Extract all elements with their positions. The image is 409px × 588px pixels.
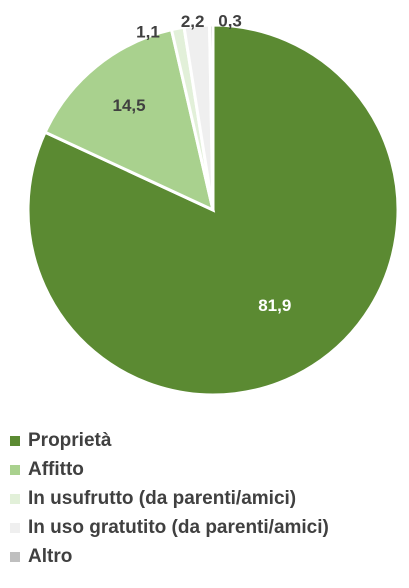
legend-swatch-uso-gratuito — [10, 522, 20, 533]
legend-item-usufrutto: In usufrutto (da parenti/amici) — [10, 484, 405, 513]
legend-swatch-affitto — [10, 464, 20, 475]
data-label-uso-gratuito: 2,2 — [181, 12, 205, 31]
legend-item-altro: Altro — [10, 542, 405, 571]
legend-label-affitto: Affitto — [28, 458, 84, 480]
legend-swatch-usufrutto — [10, 493, 20, 504]
legend-swatch-altro — [10, 551, 20, 562]
legend-item-proprieta: Proprietà — [10, 426, 405, 455]
legend-label-uso-gratuito: In uso gratutito (da parenti/amici) — [28, 516, 329, 538]
pie-slice-proprieta — [26, 23, 400, 397]
legend: Proprietà Affitto In usufrutto (da paren… — [10, 426, 405, 571]
data-label-altro: 0,3 — [218, 12, 242, 31]
pie-slice-affitto — [43, 27, 216, 213]
legend-label-proprieta: Proprietà — [28, 429, 112, 451]
legend-label-usufrutto: In usufrutto (da parenti/amici) — [28, 487, 297, 509]
legend-swatch-proprieta — [10, 435, 20, 446]
legend-label-altro: Altro — [28, 545, 73, 567]
data-label-affitto: 14,5 — [113, 96, 146, 115]
legend-item-uso-gratuito: In uso gratutito (da parenti/amici) — [10, 513, 405, 542]
legend-item-affitto: Affitto — [10, 455, 405, 484]
pie-plot: 81,9 14,5 1,1 2,2 0,3 — [26, 12, 400, 397]
data-label-proprieta: 81,9 — [258, 296, 291, 315]
pie-slice-altro — [207, 23, 215, 211]
data-label-usufrutto: 1,1 — [136, 22, 160, 41]
